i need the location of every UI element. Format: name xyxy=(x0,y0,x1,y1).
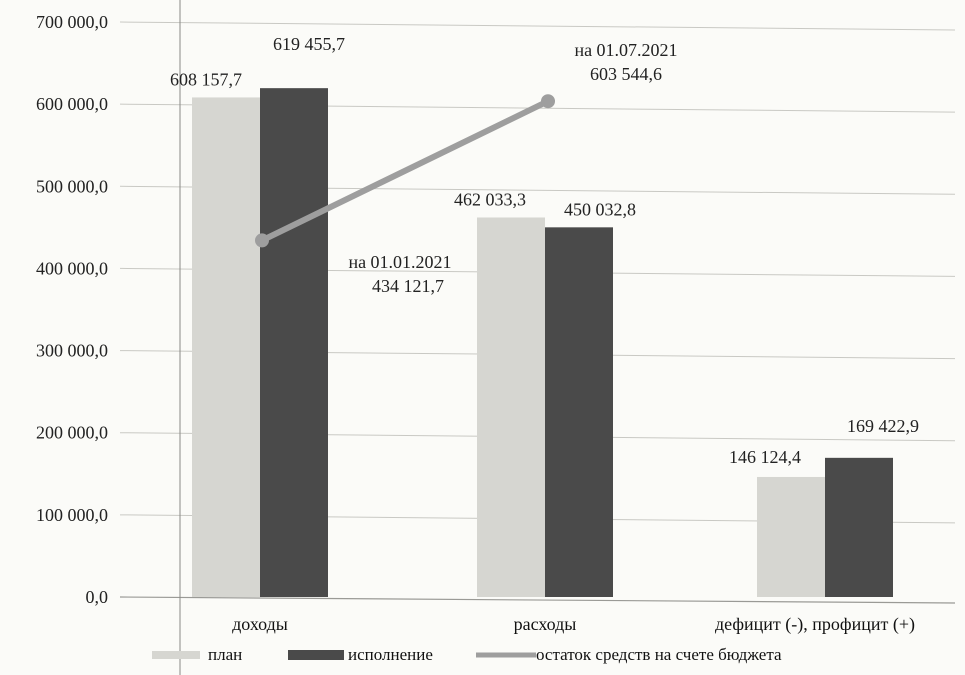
y-tick-label: 400 000,0 xyxy=(36,258,108,278)
legend-label-balance: остаток средств на счете бюджета xyxy=(536,645,782,664)
balance-label-date: на 01.01.2021 xyxy=(348,252,451,272)
bar-plan xyxy=(757,476,825,597)
x-tick-label: дефицит (-), профицит (+) xyxy=(715,614,915,635)
data-label: 462 033,3 xyxy=(454,189,526,209)
data-label: 169 422,9 xyxy=(847,416,919,436)
x-tick-label: расходы xyxy=(514,614,577,634)
balance-point xyxy=(541,94,555,109)
y-tick-label: 0,0 xyxy=(86,587,109,607)
y-tick-label: 300 000,0 xyxy=(36,341,108,361)
balance-point xyxy=(255,233,269,248)
legend-label-execution: исполнение xyxy=(348,645,433,664)
balance-label-value: 434 121,7 xyxy=(372,276,444,296)
bar-execution xyxy=(260,88,328,598)
data-label: 146 124,4 xyxy=(729,447,801,467)
legend-swatch-execution xyxy=(288,650,344,660)
y-tick-label: 700 000,0 xyxy=(36,12,108,32)
y-tick-label: 100 000,0 xyxy=(36,505,108,525)
balance-line xyxy=(259,98,551,244)
bar-plan xyxy=(192,97,260,597)
x-axis-line xyxy=(119,596,956,604)
y-tick-label: 200 000,0 xyxy=(36,423,108,443)
bar-execution xyxy=(825,457,893,597)
balance-label-date: на 01.07.2021 xyxy=(574,40,677,60)
y-tick-label: 600 000,0 xyxy=(36,94,108,114)
data-label: 619 455,7 xyxy=(273,34,345,54)
data-label: 608 157,7 xyxy=(170,69,242,89)
legend-label-plan: план xyxy=(208,645,242,664)
legend-swatch-plan xyxy=(152,651,200,659)
x-tick-label: доходы xyxy=(232,614,288,634)
gridline xyxy=(119,21,956,31)
bar-plan xyxy=(477,217,545,597)
data-label: 450 032,8 xyxy=(564,199,636,219)
balance-label-value: 603 544,6 xyxy=(590,64,662,84)
y-tick-label: 500 000,0 xyxy=(36,176,108,196)
bar-execution xyxy=(545,227,613,597)
